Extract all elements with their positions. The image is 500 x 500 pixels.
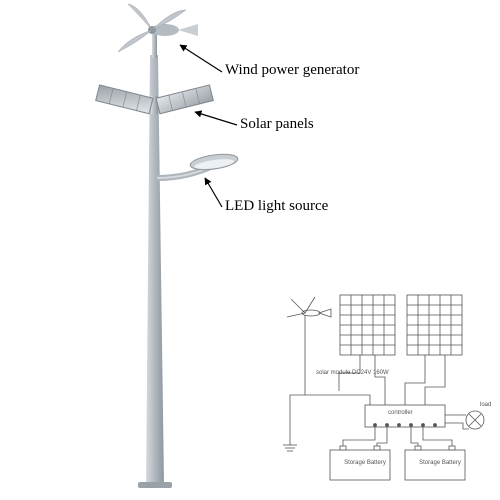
schematic-panel-1 <box>340 295 395 355</box>
schematic-turbine <box>287 297 331 343</box>
diagram-canvas: Wind power generator Solar panels LED li… <box>0 0 500 500</box>
schematic-label-battery-1: Storage Battery <box>340 460 390 467</box>
schematic-label-solar-module: solar module DC24V 160W <box>316 370 389 377</box>
schematic-panel-2 <box>407 295 462 355</box>
schematic-wiring <box>290 343 469 446</box>
schematic-label-battery-2: Storage Battery <box>415 460 465 467</box>
schematic-label-load: load <box>480 402 491 408</box>
wiring-schematic <box>0 0 500 500</box>
schematic-label-controller: controller <box>388 410 413 416</box>
schematic-ground <box>283 435 297 451</box>
schematic-load <box>466 411 484 429</box>
schematic-controller <box>365 405 445 427</box>
